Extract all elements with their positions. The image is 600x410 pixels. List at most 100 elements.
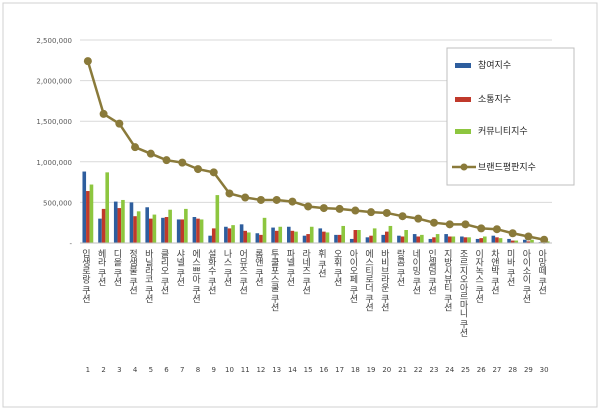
y-tick-label: 2,500,000 xyxy=(36,37,72,45)
x-tick-label: 바닐라코 쿠션 xyxy=(143,249,153,303)
line-point xyxy=(194,165,202,174)
line-point xyxy=(115,119,124,128)
rank-label: 2 xyxy=(101,366,105,374)
bar-참여지수 xyxy=(271,227,275,243)
line-point xyxy=(351,206,360,215)
bar-참여지수 xyxy=(302,235,307,243)
bar-참여지수 xyxy=(145,207,149,243)
bar-커뮤니티지수 xyxy=(136,211,141,243)
bar-커뮤니티지수 xyxy=(121,199,125,243)
rank-label: 3 xyxy=(117,366,121,374)
line-point xyxy=(398,212,407,221)
bar-참여지수 xyxy=(365,237,370,243)
x-tick-label: 에스티로더 쿠션 xyxy=(363,249,373,311)
line-point xyxy=(414,214,423,223)
bar-참여지수 xyxy=(192,217,197,243)
bar-참여지수 xyxy=(129,202,134,243)
line-point xyxy=(382,208,391,217)
line-point xyxy=(99,109,108,118)
line-point xyxy=(540,235,549,244)
y-tick-label: - xyxy=(69,240,72,248)
bar-소통지수 xyxy=(227,228,232,243)
x-axis: 입생로랑 쿠션 1 헤라 쿠션 2 디올 쿠션 3 정샘물 쿠션 4 바닐라코 쿠션 5 클리오 쿠… xyxy=(80,242,552,374)
x-tick-label: 휘 쿠션 xyxy=(316,249,326,277)
bar-소통지수 xyxy=(400,236,405,243)
line-point xyxy=(272,195,281,204)
bars xyxy=(82,171,550,243)
y-tick-label: 1,000,000 xyxy=(36,159,72,167)
bar-참여지수 xyxy=(507,238,511,243)
bar-소통지수 xyxy=(416,236,421,243)
bar-커뮤니티지수 xyxy=(483,236,487,243)
rank-label: 21 xyxy=(398,366,407,374)
line-point xyxy=(178,158,187,167)
bar-커뮤니티지수 xyxy=(357,230,361,243)
rank-label: 7 xyxy=(180,366,184,374)
x-tick-label: 디올 쿠션 xyxy=(111,249,121,286)
bar-소통지수 xyxy=(101,208,106,243)
bar-소통지수 xyxy=(432,237,436,243)
bar-소통지수 xyxy=(337,234,342,243)
line-point xyxy=(319,204,328,213)
rank-label: 13 xyxy=(272,366,281,374)
bar-참여지수 xyxy=(287,226,291,243)
rank-label: 15 xyxy=(304,366,313,374)
x-tick-label: 에스쁘아 쿠션 xyxy=(190,249,200,303)
bar-참여지수 xyxy=(334,234,338,243)
line-point xyxy=(162,156,171,165)
bar-커뮤니티지수 xyxy=(420,234,424,243)
line-point xyxy=(508,229,517,238)
x-tick-label: 파넬 쿠션 xyxy=(284,249,294,286)
x-tick-label: 설화수 쿠션 xyxy=(206,249,216,294)
x-tick-label: 미바 쿠션 xyxy=(505,249,515,286)
bar-참여지수 xyxy=(224,226,228,243)
line-point xyxy=(288,197,297,206)
legend-label: 소통지수 xyxy=(478,94,511,105)
x-tick-label: 입생로랑 쿠션 xyxy=(80,248,90,303)
bar-소통지수 xyxy=(196,218,200,243)
bar-참여지수 xyxy=(239,224,244,243)
legend-label: 커뮤니티지수 xyxy=(478,126,528,137)
bar-참여지수 xyxy=(113,201,118,243)
line-point xyxy=(461,220,470,229)
x-tick-label: 지방시뷰티 쿠션 xyxy=(442,249,452,311)
bar-참여지수 xyxy=(412,234,417,243)
legend-swatch xyxy=(455,129,471,134)
rank-label: 20 xyxy=(382,366,391,374)
bar-참여지수 xyxy=(397,235,401,243)
rank-label: 27 xyxy=(492,366,501,374)
bar-소통지수 xyxy=(133,216,137,243)
rank-label: 26 xyxy=(477,366,486,374)
rank-label: 17 xyxy=(335,366,344,374)
legend-swatch xyxy=(455,97,471,102)
x-tick-label: 바비브라운 쿠션 xyxy=(379,249,389,311)
bar-커뮤니티지수 xyxy=(105,172,109,243)
x-tick-label: 오휘 쿠션 xyxy=(332,249,342,286)
rank-label: 16 xyxy=(319,366,328,374)
line-point xyxy=(430,218,438,227)
bar-커뮤니티지수 xyxy=(168,209,172,243)
bar-참여지수 xyxy=(82,171,87,243)
bar-소통지수 xyxy=(211,228,216,243)
x-tick-label: 네이밍 쿠션 xyxy=(410,249,420,294)
x-tick-label: 나스 쿠션 xyxy=(221,249,231,286)
x-tick-label: 조르지오아르마니 쿠션 xyxy=(457,249,467,337)
rank-label: 14 xyxy=(288,366,297,374)
bar-참여지수 xyxy=(381,234,385,243)
bar-참여지수 xyxy=(491,235,496,243)
bar-커뮤니티지수 xyxy=(545,241,550,243)
bar-소통지수 xyxy=(86,191,90,243)
bar-참여지수 xyxy=(460,236,464,243)
bar-커뮤니티지수 xyxy=(530,239,534,243)
bar-소통지수 xyxy=(274,230,279,243)
x-tick-label: 이자녹스 쿠션 xyxy=(473,249,483,303)
bar-소통지수 xyxy=(385,231,389,243)
rank-label: 23 xyxy=(430,366,439,374)
x-tick-label: 아망떼 쿠션 xyxy=(536,249,546,294)
y-tick-label: 500,000 xyxy=(43,199,72,207)
bar-커뮤니티지수 xyxy=(152,214,157,243)
line-point xyxy=(209,168,218,177)
bar-커뮤니티지수 xyxy=(247,232,251,243)
line-point xyxy=(146,149,155,158)
